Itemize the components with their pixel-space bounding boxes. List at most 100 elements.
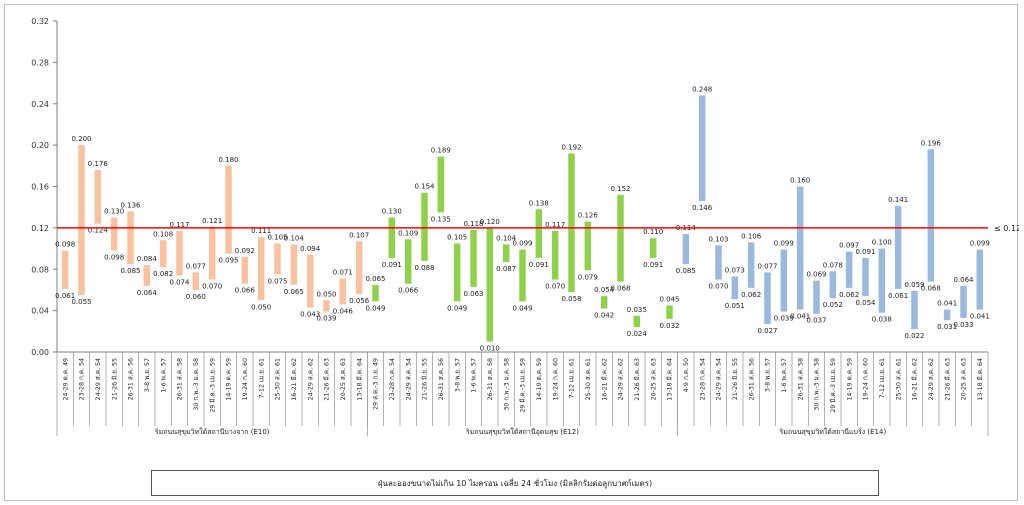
max-value-label: 0.091 [855, 248, 875, 256]
x-tick-label: 23-28 ก.ค. 54 [699, 358, 706, 400]
range-bar [94, 169, 102, 224]
x-tick-label: 4-9 ก.ค. 50 [683, 358, 690, 392]
min-value-label: 0.032 [659, 322, 679, 330]
range-bar [470, 229, 477, 287]
x-tick-label: 25-30 ส.ค. 61 [585, 358, 592, 400]
x-tick-label: 19-24 ก.ค. 60 [863, 358, 870, 400]
max-value-label: 0.160 [790, 177, 810, 185]
range-bar [192, 272, 200, 290]
min-value-label: 0.061 [888, 292, 908, 300]
min-value-label: 0.046 [333, 307, 354, 315]
max-value-label: 0.126 [578, 212, 599, 220]
min-value-label: 0.049 [365, 304, 385, 312]
max-value-label: 0.111 [251, 227, 271, 235]
max-value-label: 0.041 [937, 300, 957, 308]
x-tick-label: 7-12 เม.ย. 61 [879, 358, 886, 398]
min-value-label: 0.049 [447, 304, 467, 312]
min-value-label: 0.070 [545, 283, 565, 291]
x-tick-label: 14-19 ต.ค. 59 [536, 358, 543, 401]
range-bar [437, 156, 445, 213]
max-value-label: 0.035 [627, 306, 647, 314]
x-tick-label: 29 ส.ค.-3 ก.ย. 49 [373, 358, 380, 410]
min-value-label: 0.064 [137, 289, 158, 297]
range-bar [911, 290, 918, 330]
x-tick-label: 21-26 มิ.ย. 55 [110, 358, 118, 400]
range-bar [600, 296, 608, 309]
max-value-label: 0.104 [496, 234, 517, 242]
x-tick-label: 24-29 ส.ค. 62 [928, 358, 935, 400]
threshold: ≤ 0.12 [57, 224, 1019, 233]
max-value-label: 0.059 [904, 281, 924, 289]
min-value-label: 0.135 [431, 215, 451, 223]
max-value-label: 0.050 [316, 290, 336, 298]
range-bar [78, 145, 85, 296]
x-tick-label: 20-25 ส.ค. 63 [961, 358, 968, 400]
x-tick-label: 3-8 พ.ย. 57 [765, 358, 772, 392]
x-tick-label: 26-31 ส.ค. 58 [487, 358, 494, 400]
min-value-label: 0.061 [55, 292, 75, 300]
max-value-label: 0.105 [447, 233, 467, 241]
range-bar [110, 217, 118, 251]
min-value-label: 0.063 [463, 290, 483, 298]
x-tick-label: 24-29 ส.ค. 54 [95, 358, 102, 400]
range-bar [159, 240, 167, 268]
max-value-label: 0.152 [610, 185, 630, 193]
max-value-label: 0.136 [120, 201, 141, 209]
x-tick-label: 3-8 พ.ย. 57 [144, 358, 151, 392]
range-bar [127, 211, 134, 265]
min-value-label: 0.051 [725, 302, 745, 310]
x-tick-label: 7-12 เม.ย. 61 [569, 358, 576, 398]
max-value-label: 0.180 [218, 156, 238, 164]
max-value-label: 0.097 [839, 242, 859, 250]
max-value-label: 0.104 [284, 234, 305, 242]
min-value-label: 0.079 [578, 273, 598, 281]
range-bar [61, 250, 69, 289]
x-tick-label: 24-29 ส.ค. 54 [716, 358, 723, 400]
range-bar [372, 284, 379, 302]
x-tick-label: 24-29 ส.ค. 62 [618, 358, 625, 400]
range-bar [421, 192, 428, 261]
x-tick-label: 14-19 ต.ค. 59 [846, 358, 853, 401]
range-bar [845, 251, 853, 288]
min-value-label: 0.039 [774, 315, 794, 323]
max-value-label: 0.118 [463, 220, 483, 228]
range-bar [241, 256, 249, 284]
group-label: ริมถนนสุขุมวิทใต้สถานีบางจาก (E10) [155, 427, 270, 436]
bars [61, 95, 984, 342]
range-bar [568, 153, 575, 293]
range-bar [388, 217, 396, 258]
max-value-label: 0.084 [137, 255, 158, 263]
min-value-label: 0.068 [610, 285, 630, 293]
max-value-label: 0.099 [512, 240, 532, 248]
range-bar [519, 249, 526, 302]
range-bar [796, 186, 804, 310]
x-tick-label: 16-21 มี.ค. 62 [290, 358, 298, 401]
range-bar [502, 244, 510, 263]
y-tick-label: 0.00 [31, 348, 49, 357]
axes: 0.00 0.04 0.08 0.12 0.16 0.20 0.24 0.28 0.32 ริมถ… [31, 17, 989, 436]
x-tick-label: 13-18 มี.ค. 64 [666, 358, 674, 401]
x-tick-label: 13-18 มี.ค. 64 [355, 358, 363, 401]
x-tick-label: 21-26 มิ.ย. 55 [421, 358, 429, 400]
range-bar [715, 245, 722, 280]
x-tick-label: 7-12 เม.ย. 61 [258, 358, 265, 398]
min-value-label: 0.031 [937, 323, 957, 331]
max-value-label: 0.092 [235, 247, 255, 255]
min-value-label: 0.146 [692, 204, 713, 212]
x-tick-label: 21-26 มี.ค. 63 [943, 358, 951, 401]
y-tick-label: 0.20 [31, 141, 49, 150]
y-tick-label: 0.32 [31, 17, 49, 26]
max-value-label: 0.121 [202, 217, 222, 225]
min-value-label: 0.074 [169, 278, 190, 286]
range-bar [927, 149, 935, 282]
min-value-label: 0.062 [741, 291, 761, 299]
x-tick-label: 16-21 มี.ค. 62 [911, 358, 919, 401]
min-value-label: 0.022 [904, 332, 924, 340]
min-value-label: 0.085 [120, 267, 140, 275]
max-value-label: 0.189 [431, 147, 451, 155]
max-value-label: 0.054 [594, 286, 615, 294]
max-value-label: 0.077 [186, 262, 206, 270]
max-value-label: 0.098 [55, 241, 75, 249]
min-value-label: 0.052 [823, 301, 843, 309]
x-tick-label: 25-30 ส.ค. 61 [275, 358, 282, 400]
